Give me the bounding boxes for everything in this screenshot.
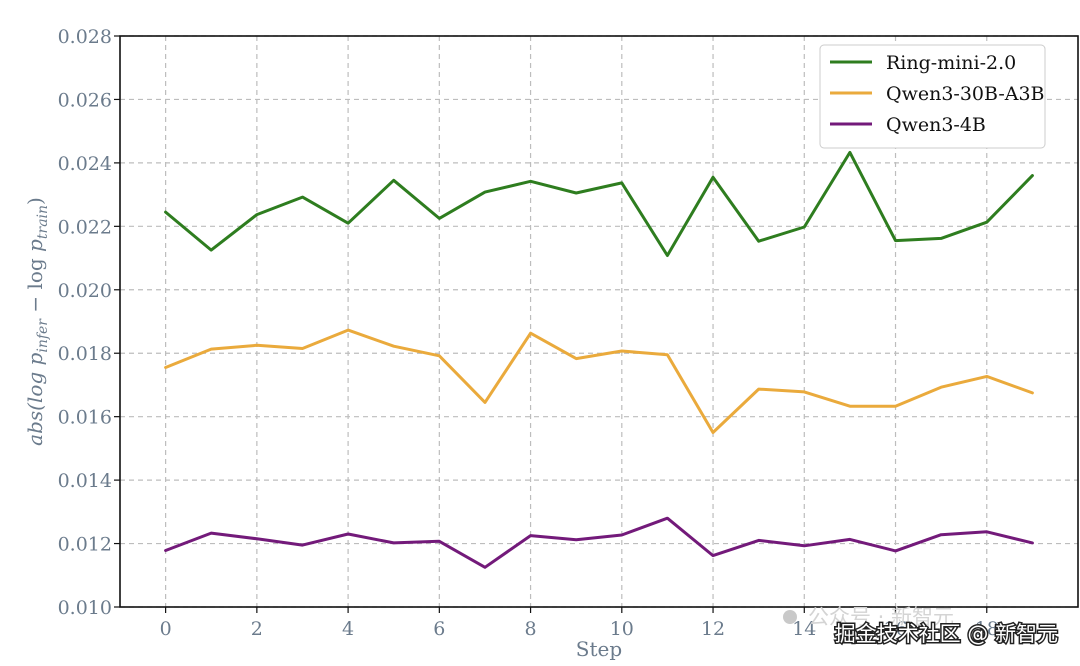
y-tick-label: 0.012 — [58, 534, 112, 556]
x-tick-label: 4 — [342, 618, 354, 640]
series-line-0 — [164, 150, 1034, 257]
y-label-p2: p — [23, 239, 47, 252]
y-axis-label: abs(log pinfer − log ptrain) — [23, 197, 51, 446]
series-line-1 — [164, 328, 1034, 434]
watermark-line2: 掘金技术社区 @ 新智元 — [835, 622, 1058, 646]
x-tick-label: 18 — [975, 618, 999, 640]
plot-frame — [119, 35, 1079, 608]
y-tick-label: 0.018 — [58, 343, 112, 365]
legend: Ring-mini-2.0 Qwen3-30B-A3B Qwen3-4B — [819, 44, 1046, 149]
watermark-line1: 公众号 · 新智元 — [808, 605, 954, 629]
legend-label-2: Qwen3-4B — [886, 114, 986, 136]
series-line-2 — [164, 516, 1034, 569]
y-tick-label: 0.020 — [58, 280, 112, 302]
y-label-suffix: ) — [23, 197, 47, 205]
tick-labels: 0 2 4 6 8 10 12 14 16 18 0.010 0.012 0.014 0.016 0.018… — [58, 26, 999, 640]
x-tick-label: 0 — [160, 618, 172, 640]
watermark: 公众号 · 新智元 掘金技术社区 @ 新智元 — [783, 605, 1060, 648]
x-tick-label: 10 — [610, 618, 634, 640]
y-label-sub-infer: infer — [35, 318, 51, 353]
y-label-minus: − log — [23, 252, 47, 319]
x-tick-label: 14 — [792, 618, 816, 640]
y-label-p1: p — [23, 352, 47, 365]
legend-label-1: Qwen3-30B-A3B — [886, 83, 1045, 105]
x-tick-label: 12 — [701, 618, 725, 640]
y-label-sub-train: train — [35, 205, 51, 239]
y-tick-label: 0.014 — [58, 470, 112, 492]
series-layer — [164, 150, 1034, 569]
y-tick-label: 0.026 — [58, 89, 112, 111]
y-tick-label: 0.016 — [58, 407, 112, 429]
y-tick-label: 0.022 — [58, 216, 112, 238]
x-tick-label: 16 — [883, 618, 907, 640]
y-tick-label: 0.024 — [58, 153, 112, 175]
wechat-icon — [783, 610, 797, 624]
y-tick-label: 0.028 — [58, 26, 112, 48]
y-tick-label: 0.010 — [58, 597, 112, 619]
x-tick-label: 2 — [251, 618, 263, 640]
x-tick-label: 8 — [525, 618, 537, 640]
legend-label-0: Ring-mini-2.0 — [886, 52, 1016, 74]
x-tick-label: 6 — [433, 618, 445, 640]
x-axis-label: Step — [576, 637, 622, 661]
legend-box — [819, 44, 1046, 149]
y-label-prefix: abs(log — [23, 365, 47, 445]
